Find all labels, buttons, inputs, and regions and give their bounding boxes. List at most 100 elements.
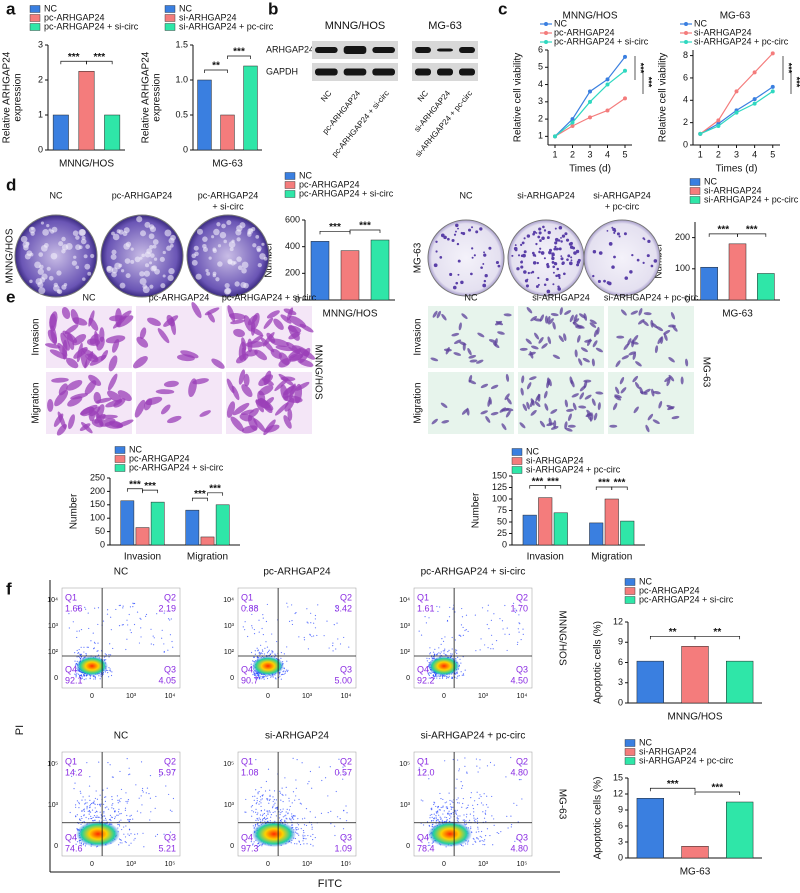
event (79, 654, 82, 656)
event (80, 656, 83, 658)
legend-label: pc-ARHGAP24 (639, 585, 700, 595)
event (103, 819, 105, 822)
event (343, 636, 345, 639)
event (245, 798, 247, 801)
x-tick-label: Migration (591, 552, 632, 563)
cell (550, 409, 558, 414)
event (272, 800, 274, 802)
event (296, 843, 298, 845)
event (104, 800, 107, 802)
colony (473, 254, 476, 257)
event (269, 820, 271, 822)
event (282, 816, 284, 818)
quadrant-value: 4.50 (510, 675, 528, 685)
event (108, 676, 110, 678)
event (76, 841, 79, 843)
event (259, 675, 261, 677)
event (103, 796, 106, 798)
event (127, 799, 130, 801)
cell (619, 376, 625, 385)
event (291, 604, 293, 606)
event (290, 819, 292, 821)
event (284, 819, 286, 821)
event (458, 768, 460, 770)
flow-x-tick: 10³ (302, 693, 313, 700)
flow-x-label: FITC (318, 878, 342, 890)
x-tick-label: 1 (552, 149, 557, 159)
event (269, 795, 271, 798)
event (83, 810, 86, 812)
flow-y-tick: 10² (48, 649, 59, 656)
point (605, 108, 610, 113)
event (79, 842, 81, 844)
y-tick-label: 50 (497, 516, 507, 526)
event (124, 840, 126, 843)
event (148, 792, 150, 795)
blot-band (372, 68, 395, 76)
event (262, 794, 264, 796)
event (100, 817, 102, 819)
event (279, 819, 282, 822)
event (103, 812, 105, 814)
event (123, 833, 125, 835)
event (520, 778, 522, 781)
event (455, 651, 457, 653)
y-tick-label: 150 (492, 470, 507, 480)
cell (534, 332, 540, 340)
colony (532, 253, 536, 257)
y-axis-label: Relative cell viability (658, 53, 669, 142)
cell (490, 384, 499, 390)
event (289, 817, 291, 819)
event (458, 770, 460, 772)
colony (224, 282, 230, 289)
event (522, 633, 524, 635)
event (74, 804, 77, 806)
event (74, 782, 76, 784)
event (262, 817, 264, 820)
cell (530, 345, 539, 350)
event (262, 633, 264, 636)
event (508, 633, 510, 635)
event (456, 799, 458, 801)
quadrant-name: Q4 (417, 664, 429, 674)
y-tick-label: 0 (295, 294, 300, 304)
blot-band (437, 68, 453, 76)
event (265, 620, 268, 623)
event (452, 806, 454, 808)
point (623, 68, 627, 73)
event (456, 819, 458, 821)
event (297, 818, 299, 820)
legend-swatch (114, 455, 126, 463)
event (334, 825, 336, 827)
colony (143, 270, 151, 277)
quadrant-value: 1.66 (65, 603, 83, 613)
event (262, 813, 264, 815)
quadrant-name: Q3 (164, 664, 176, 674)
cell (453, 352, 462, 356)
event (80, 792, 82, 794)
colony (24, 253, 31, 260)
event (75, 675, 77, 677)
colony (636, 258, 640, 262)
event (258, 803, 260, 805)
event (285, 821, 287, 823)
colony (61, 236, 66, 242)
event (118, 844, 120, 846)
event (118, 825, 121, 827)
flow-y-tick: 10³ (400, 802, 411, 809)
colony (167, 274, 174, 282)
event (445, 801, 448, 803)
x-axis-label: MG-63 (212, 159, 243, 170)
event (119, 813, 121, 815)
event (343, 810, 345, 812)
event (314, 618, 316, 620)
legend-label: si-ARHGAP24 + pc-circ (639, 755, 734, 765)
colony (488, 246, 492, 250)
legend-label: pc-ARHGAP24 (554, 27, 615, 37)
event (460, 624, 463, 626)
colony (39, 264, 44, 270)
colony (548, 248, 553, 252)
event (428, 674, 430, 677)
cell (58, 383, 68, 396)
event (312, 845, 314, 847)
